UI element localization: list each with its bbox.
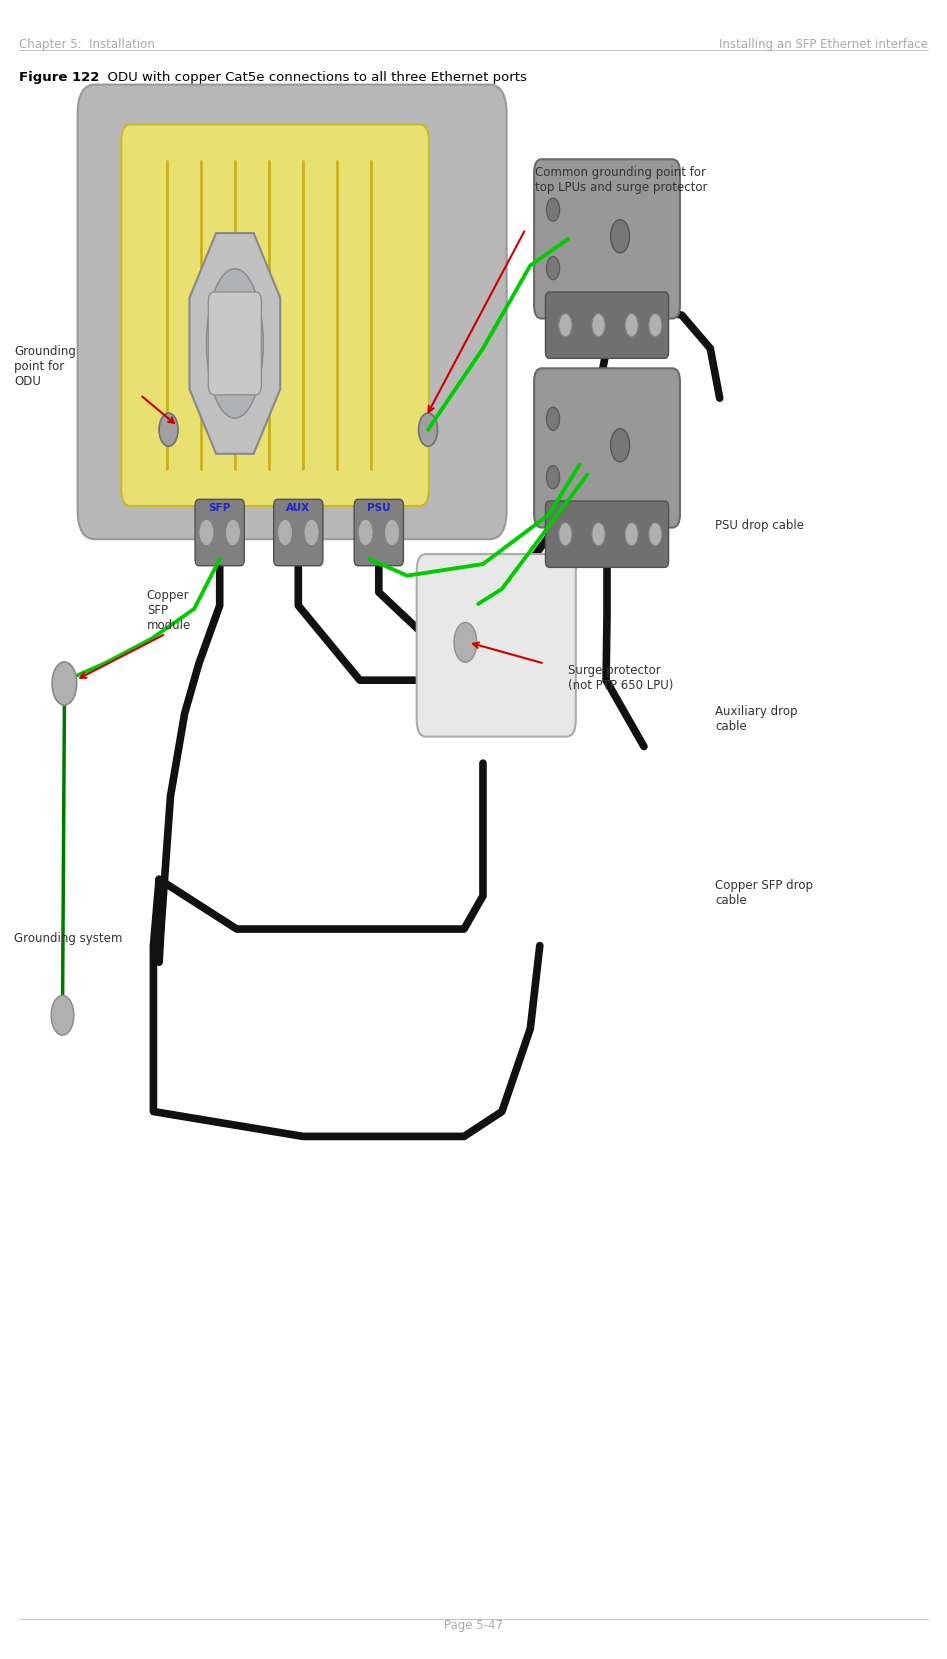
Text: Grounding system: Grounding system [14, 932, 122, 946]
Text: Figure 122: Figure 122 [19, 71, 99, 85]
FancyBboxPatch shape [417, 554, 576, 737]
FancyBboxPatch shape [78, 85, 507, 539]
Circle shape [52, 662, 77, 705]
Circle shape [611, 428, 630, 461]
Text: Page 5-47: Page 5-47 [444, 1619, 503, 1632]
Circle shape [358, 519, 373, 546]
Text: PSU drop cable: PSU drop cable [715, 519, 804, 533]
Circle shape [304, 519, 319, 546]
Circle shape [592, 314, 605, 337]
Circle shape [592, 523, 605, 546]
Circle shape [199, 519, 214, 546]
FancyBboxPatch shape [121, 124, 429, 506]
FancyBboxPatch shape [208, 292, 261, 395]
Text: Surge protector
(not PTP 650 LPU): Surge protector (not PTP 650 LPU) [568, 664, 673, 692]
Circle shape [384, 519, 400, 546]
Circle shape [649, 523, 662, 546]
Ellipse shape [206, 269, 263, 418]
Circle shape [277, 519, 293, 546]
Circle shape [559, 314, 572, 337]
Circle shape [546, 466, 560, 489]
Text: Auxiliary drop
cable: Auxiliary drop cable [715, 705, 797, 733]
FancyBboxPatch shape [274, 499, 323, 566]
FancyBboxPatch shape [534, 159, 680, 319]
FancyBboxPatch shape [354, 499, 403, 566]
Text: ODU with copper Cat5e connections to all three Ethernet ports: ODU with copper Cat5e connections to all… [99, 71, 527, 85]
Text: Common grounding point for
top LPUs and surge protector: Common grounding point for top LPUs and … [535, 166, 707, 194]
Text: AUX: AUX [286, 503, 311, 513]
Circle shape [625, 314, 638, 337]
Circle shape [649, 314, 662, 337]
Text: Installing an SFP Ethernet interface: Installing an SFP Ethernet interface [719, 38, 928, 51]
Text: Chapter 5:  Installation: Chapter 5: Installation [19, 38, 154, 51]
Text: SFP: SFP [208, 503, 231, 513]
Circle shape [546, 197, 560, 221]
Text: Copper SFP drop
cable: Copper SFP drop cable [715, 879, 813, 907]
Circle shape [51, 995, 74, 1035]
Text: PSU: PSU [367, 503, 390, 513]
Circle shape [546, 406, 560, 430]
Circle shape [625, 523, 638, 546]
Circle shape [454, 622, 476, 662]
Circle shape [611, 219, 630, 252]
FancyBboxPatch shape [545, 292, 669, 358]
Circle shape [419, 413, 438, 446]
Circle shape [225, 519, 241, 546]
Text: ODU: ODU [322, 131, 350, 144]
Text: Copper
SFP
module: Copper SFP module [147, 589, 191, 632]
Circle shape [159, 413, 178, 446]
Circle shape [546, 257, 560, 280]
FancyBboxPatch shape [545, 501, 669, 567]
FancyBboxPatch shape [534, 368, 680, 528]
FancyBboxPatch shape [195, 499, 244, 566]
Circle shape [559, 523, 572, 546]
Polygon shape [189, 232, 280, 455]
Text: Grounding
point for
ODU: Grounding point for ODU [14, 345, 76, 388]
